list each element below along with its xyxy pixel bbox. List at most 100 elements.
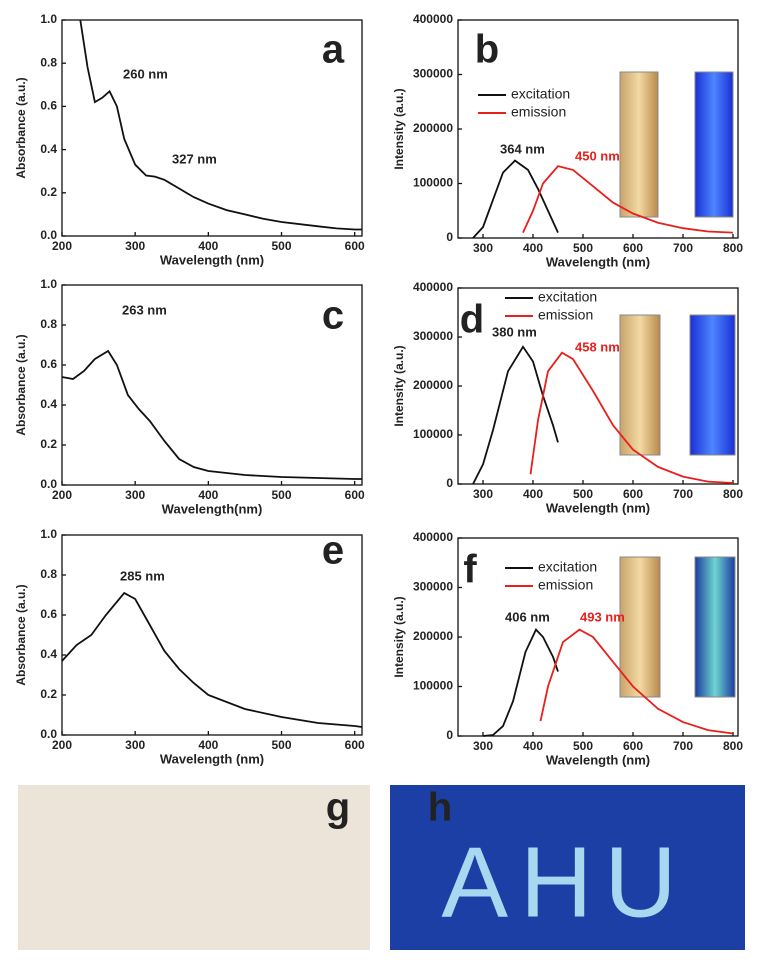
peak-label: 493 nm xyxy=(580,609,625,624)
panel-letter: g xyxy=(326,786,350,830)
y-axis-label: Intensity (a.u.) xyxy=(392,596,406,677)
x-tick-label: 700 xyxy=(673,739,693,753)
y-tick-label: 1.0 xyxy=(40,12,57,26)
y-tick-label: 0.2 xyxy=(40,437,57,451)
panel-letter: e xyxy=(322,529,344,573)
x-axis-label: Wavelength(nm) xyxy=(162,501,263,516)
x-axis-label: Wavelength (nm) xyxy=(546,254,650,269)
cuvette-photo xyxy=(694,556,736,698)
y-tick-label: 400000 xyxy=(413,12,453,26)
legend-label: excitation xyxy=(538,289,597,305)
spectrum-line xyxy=(482,628,559,737)
x-tick-label: 500 xyxy=(573,739,593,753)
cuvette-photo xyxy=(689,314,736,456)
y-tick-label: 200000 xyxy=(413,629,453,643)
y-tick-label: 1.0 xyxy=(40,527,57,541)
y-axis-label: Intensity (a.u.) xyxy=(392,88,406,169)
y-tick-label: 0.0 xyxy=(40,477,57,491)
y-tick-label: 300000 xyxy=(413,67,453,81)
peak-label: 260 nm xyxy=(123,66,168,81)
legend-label: emission xyxy=(511,104,566,120)
x-tick-label: 500 xyxy=(573,241,593,255)
y-tick-label: 0.8 xyxy=(40,567,57,581)
plot-frame xyxy=(61,284,363,486)
legend-label: excitation xyxy=(538,559,597,575)
spectrum-line xyxy=(472,345,559,485)
x-tick-label: 400 xyxy=(198,239,218,253)
legend-label: emission xyxy=(538,577,593,593)
y-tick-label: 0.6 xyxy=(40,99,57,113)
y-tick-label: 0.6 xyxy=(40,607,57,621)
x-tick-label: 300 xyxy=(125,488,145,502)
peak-label: 380 nm xyxy=(492,324,537,339)
x-tick-label: 400 xyxy=(523,487,543,501)
plot-frame xyxy=(61,19,363,237)
cuvette-photo xyxy=(619,71,659,218)
y-tick-label: 0.2 xyxy=(40,687,57,701)
x-axis-label: Wavelength (nm) xyxy=(160,751,264,766)
y-tick-label: 100000 xyxy=(413,427,453,441)
x-tick-label: 600 xyxy=(623,487,643,501)
y-tick-label: 0.2 xyxy=(40,185,57,199)
photo-g xyxy=(18,785,370,950)
legend-label: emission xyxy=(538,307,593,323)
x-tick-label: 500 xyxy=(271,738,291,752)
y-tick-label: 100000 xyxy=(413,679,453,693)
cuvette-photo xyxy=(694,71,734,218)
photo-h xyxy=(390,785,745,950)
panel-letter: c xyxy=(322,294,344,338)
panel-letter: f xyxy=(463,548,477,592)
y-tick-label: 0.4 xyxy=(40,647,57,661)
y-axis-label: Intensity (a.u.) xyxy=(392,345,406,426)
x-tick-label: 300 xyxy=(125,738,145,752)
x-tick-label: 200 xyxy=(52,488,72,502)
y-tick-label: 0 xyxy=(446,476,453,490)
x-tick-label: 400 xyxy=(198,738,218,752)
x-tick-label: 300 xyxy=(125,239,145,253)
legend-label: excitation xyxy=(511,86,570,102)
x-tick-label: 600 xyxy=(345,488,365,502)
panel-letter: d xyxy=(460,298,484,342)
peak-label: 327 nm xyxy=(172,151,217,166)
x-tick-label: 200 xyxy=(52,239,72,253)
x-tick-label: 800 xyxy=(723,739,743,753)
y-tick-label: 1.0 xyxy=(40,277,57,291)
x-tick-label: 600 xyxy=(345,738,365,752)
y-tick-label: 0 xyxy=(446,728,453,742)
x-tick-label: 500 xyxy=(271,488,291,502)
y-tick-label: 0.8 xyxy=(40,55,57,69)
y-tick-label: 0.4 xyxy=(40,397,57,411)
x-tick-label: 800 xyxy=(723,241,743,255)
y-tick-label: 0.4 xyxy=(40,142,57,156)
x-tick-label: 300 xyxy=(473,739,493,753)
y-tick-label: 200000 xyxy=(413,121,453,135)
x-tick-label: 400 xyxy=(523,241,543,255)
fluorescent-writing: AHU xyxy=(441,826,688,938)
y-tick-label: 0.0 xyxy=(40,228,57,242)
spectrum-line xyxy=(522,165,734,234)
peak-label: 450 nm xyxy=(575,148,620,163)
x-tick-label: 500 xyxy=(573,487,593,501)
y-tick-label: 300000 xyxy=(413,329,453,343)
x-tick-label: 200 xyxy=(52,738,72,752)
x-tick-label: 700 xyxy=(673,241,693,255)
y-tick-label: 400000 xyxy=(413,280,453,294)
x-tick-label: 500 xyxy=(271,239,291,253)
panel-letter: a xyxy=(322,28,345,72)
x-tick-label: 600 xyxy=(623,241,643,255)
panel-letter: b xyxy=(475,28,499,72)
peak-label: 406 nm xyxy=(505,609,550,624)
peak-label: 285 nm xyxy=(120,568,165,583)
y-tick-label: 400000 xyxy=(413,530,453,544)
x-axis-label: Wavelength (nm) xyxy=(160,252,264,267)
x-tick-label: 400 xyxy=(523,739,543,753)
y-tick-label: 200000 xyxy=(413,378,453,392)
peak-label: 458 nm xyxy=(575,339,620,354)
plot-frame xyxy=(61,534,363,736)
peak-label: 263 nm xyxy=(122,302,167,317)
x-tick-label: 700 xyxy=(673,487,693,501)
x-tick-label: 600 xyxy=(623,739,643,753)
y-tick-label: 0.0 xyxy=(40,727,57,741)
y-tick-label: 100000 xyxy=(413,176,453,190)
